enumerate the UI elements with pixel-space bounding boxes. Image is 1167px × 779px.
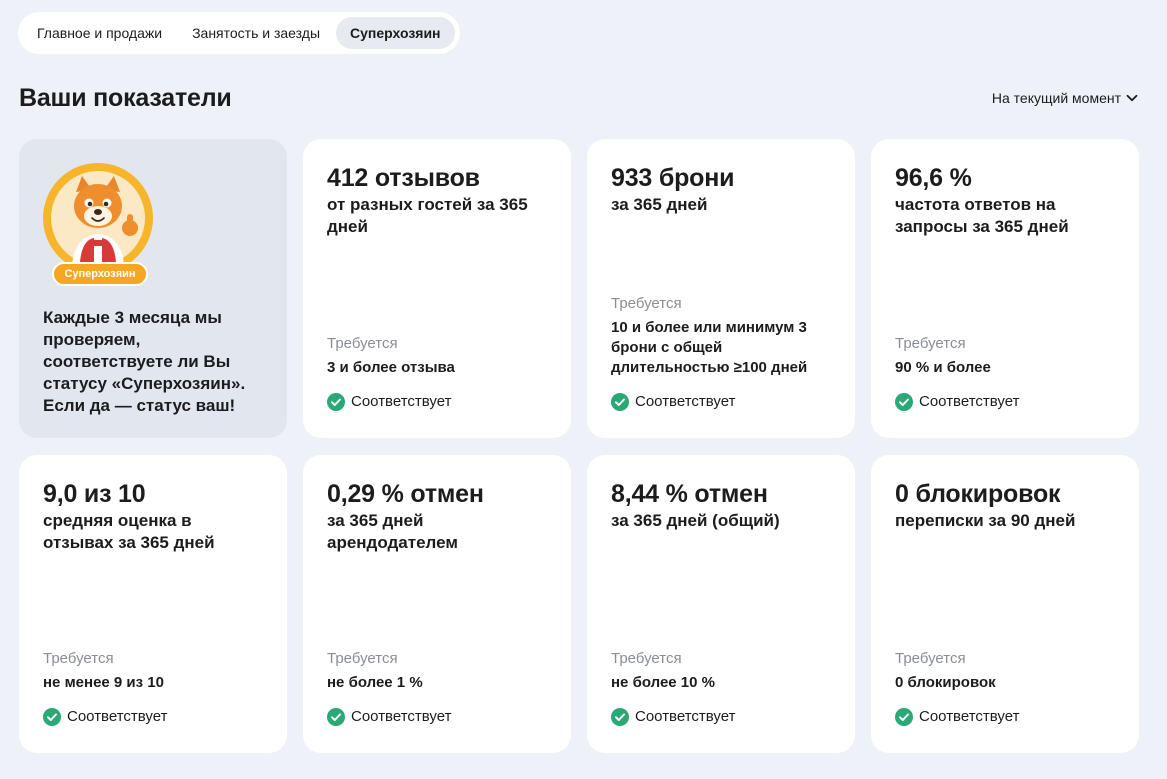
metric-requirement: Требуется 10 и более или минимум 3 брони… (611, 294, 837, 412)
metric-value: 9,0 из 10 (43, 480, 146, 508)
metric-requirement: Требуется 3 и более отзыва Соответствует (327, 334, 553, 412)
status-text: Соответствует (919, 708, 1020, 725)
superhost-badge: Суперхозяин (52, 262, 148, 286)
check-circle-icon (895, 708, 913, 726)
metric-value: 933 брони (611, 164, 735, 192)
requirement-value: не более 10 % (611, 674, 715, 691)
check-circle-icon (611, 393, 629, 411)
page-title: Ваши показатели (19, 84, 232, 112)
metric-requirement: Требуется не более 1 % Соответствует (327, 649, 553, 727)
metric-value: 8,44 % отмен (611, 480, 768, 508)
metric-value: 0 блокировок (895, 480, 1061, 508)
metric-value: 96,6 % (895, 164, 972, 192)
metric-description: от разных гостей за 365 дней (327, 195, 528, 236)
check-circle-icon (895, 393, 913, 411)
status-badge: Соответствует (611, 392, 837, 412)
requirement-label: Требуется (895, 650, 966, 667)
requirement-value: 0 блокировок (895, 674, 996, 691)
requirement-value: 10 и более или минимум 3 брони с общей д… (611, 319, 808, 376)
tab-main-sales[interactable]: Главное и продажи (37, 25, 163, 41)
superhost-mascot-icon (42, 162, 154, 274)
metric-card-bookings: 933 брони за 365 дней Требуется 10 и бол… (587, 139, 855, 438)
check-circle-icon (43, 708, 61, 726)
status-text: Соответствует (919, 393, 1020, 410)
status-text: Соответствует (635, 393, 736, 410)
status-badge: Соответствует (895, 392, 1121, 412)
metric-description: переписки за 90 дней (895, 511, 1076, 530)
requirement-label: Требуется (327, 650, 398, 667)
metric-value: 0,29 % отмен (327, 480, 484, 508)
check-circle-icon (327, 393, 345, 411)
chevron-down-icon (1125, 91, 1139, 105)
metric-card-chat-blocks: 0 блокировок переписки за 90 дней Требуе… (871, 455, 1139, 753)
metric-requirement: Требуется 0 блокировок Соответствует (895, 649, 1121, 727)
status-badge: Соответствует (895, 707, 1121, 727)
status-badge: Соответствует (43, 707, 269, 727)
period-select[interactable]: На текущий момент (992, 90, 1139, 106)
tab-occupancy[interactable]: Занятость и заезды (192, 25, 321, 41)
requirement-value: 90 % и более (895, 359, 991, 376)
metric-requirement: Требуется не более 10 % Соответствует (611, 649, 837, 727)
requirement-label: Требуется (611, 295, 682, 312)
status-text: Соответствует (351, 708, 452, 725)
metric-requirement: Требуется не менее 9 из 10 Соответствует (43, 649, 269, 727)
requirement-value: 3 и более отзыва (327, 359, 455, 376)
status-badge: Соответствует (327, 392, 553, 412)
metric-value: 412 отзывов (327, 164, 480, 192)
requirement-value: не менее 9 из 10 (43, 674, 164, 691)
superhost-promo-card: Суперхозяин Каждые 3 месяца мы проверяем… (19, 139, 287, 438)
requirement-label: Требуется (327, 335, 398, 352)
requirement-label: Требуется (895, 335, 966, 352)
metric-description: за 365 дней арендодателем (327, 511, 458, 552)
metric-card-response-rate: 96,6 % частота ответов на запросы за 365… (871, 139, 1139, 438)
requirement-label: Требуется (611, 650, 682, 667)
metric-description: за 365 дней (611, 195, 708, 214)
status-badge: Соответствует (327, 707, 553, 727)
metric-card-host-cancellations: 0,29 % отмен за 365 дней арендодателем Т… (303, 455, 571, 753)
status-text: Соответствует (67, 708, 168, 725)
status-badge: Соответствует (611, 707, 837, 727)
metric-description: частота ответов на запросы за 365 дней (895, 195, 1069, 236)
promo-text: Каждые 3 месяца мы проверяем, соответств… (43, 308, 246, 415)
requirement-value: не более 1 % (327, 674, 423, 691)
tab-superhost[interactable]: Суперхозяин (336, 17, 455, 49)
status-text: Соответствует (635, 708, 736, 725)
metric-card-rating: 9,0 из 10 средняя оценка в отзывах за 36… (19, 455, 287, 753)
metric-card-total-cancellations: 8,44 % отмен за 365 дней (общий) Требует… (587, 455, 855, 753)
status-text: Соответствует (351, 393, 452, 410)
metric-requirement: Требуется 90 % и более Соответствует (895, 334, 1121, 412)
metric-card-reviews: 412 отзывов от разных гостей за 365 дней… (303, 139, 571, 438)
requirement-label: Требуется (43, 650, 114, 667)
metric-description: за 365 дней (общий) (611, 511, 780, 530)
tab-bar: Главное и продажи Занятость и заезды Суп… (18, 12, 460, 54)
check-circle-icon (611, 708, 629, 726)
check-circle-icon (327, 708, 345, 726)
metric-description: средняя оценка в отзывах за 365 дней (43, 511, 215, 552)
period-select-value: На текущий момент (991, 90, 1121, 106)
